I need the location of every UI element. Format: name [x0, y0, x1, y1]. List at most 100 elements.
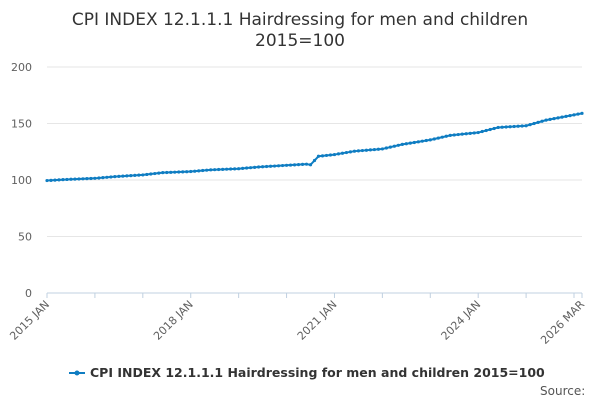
- data-point[interactable]: [540, 119, 544, 123]
- data-point[interactable]: [129, 174, 133, 178]
- data-point[interactable]: [420, 139, 424, 143]
- data-point[interactable]: [320, 154, 325, 158]
- data-point[interactable]: [153, 171, 157, 176]
- data-point[interactable]: [556, 116, 560, 120]
- data-point[interactable]: [149, 172, 153, 176]
- data-point[interactable]: [292, 163, 297, 167]
- data-point[interactable]: [253, 165, 257, 169]
- data-point[interactable]: [364, 148, 368, 152]
- data-point[interactable]: [181, 170, 185, 174]
- data-point[interactable]: [205, 168, 209, 172]
- data-point[interactable]: [396, 143, 400, 147]
- data-point[interactable]: [564, 114, 568, 118]
- data-point[interactable]: [53, 178, 57, 182]
- data-point[interactable]: [77, 177, 81, 181]
- data-point[interactable]: [65, 177, 69, 182]
- data-point[interactable]: [452, 133, 456, 137]
- data-point[interactable]: [440, 135, 444, 139]
- data-point[interactable]: [568, 113, 572, 118]
- data-point[interactable]: [245, 166, 249, 170]
- data-point[interactable]: [480, 129, 484, 134]
- data-point[interactable]: [532, 121, 536, 126]
- data-point[interactable]: [209, 168, 213, 172]
- data-point[interactable]: [157, 171, 161, 175]
- data-point[interactable]: [520, 124, 524, 128]
- data-point[interactable]: [368, 148, 372, 152]
- data-point[interactable]: [424, 138, 428, 143]
- data-point[interactable]: [225, 167, 229, 171]
- data-point[interactable]: [304, 162, 309, 166]
- data-point[interactable]: [69, 177, 73, 181]
- data-point[interactable]: [464, 132, 468, 136]
- data-point[interactable]: [125, 174, 129, 178]
- data-point[interactable]: [141, 173, 145, 177]
- data-point[interactable]: [189, 169, 193, 174]
- data-point[interactable]: [412, 140, 416, 145]
- data-point[interactable]: [201, 168, 205, 173]
- data-point[interactable]: [121, 174, 125, 178]
- data-point[interactable]: [560, 115, 564, 119]
- data-point[interactable]: [360, 148, 365, 153]
- data-point[interactable]: [233, 167, 237, 171]
- data-point[interactable]: [500, 125, 504, 129]
- data-point[interactable]: [476, 130, 480, 135]
- data-point[interactable]: [552, 117, 556, 121]
- data-point[interactable]: [356, 149, 361, 153]
- data-point[interactable]: [280, 163, 285, 168]
- data-point[interactable]: [93, 176, 97, 180]
- data-point[interactable]: [97, 176, 101, 180]
- data-point[interactable]: [169, 170, 173, 174]
- data-point[interactable]: [372, 147, 376, 152]
- data-point[interactable]: [109, 175, 113, 179]
- data-point[interactable]: [484, 128, 488, 133]
- data-point[interactable]: [268, 164, 273, 168]
- data-point[interactable]: [276, 164, 281, 168]
- data-point[interactable]: [504, 125, 508, 129]
- data-point[interactable]: [229, 167, 233, 171]
- data-point[interactable]: [576, 112, 580, 116]
- data-point[interactable]: [376, 147, 380, 151]
- data-point[interactable]: [524, 124, 528, 128]
- data-point[interactable]: [49, 178, 53, 182]
- data-point[interactable]: [57, 178, 61, 182]
- data-point[interactable]: [145, 172, 149, 177]
- data-point[interactable]: [213, 168, 217, 172]
- data-point[interactable]: [89, 176, 93, 181]
- data-point[interactable]: [428, 138, 432, 142]
- data-point[interactable]: [544, 118, 548, 122]
- data-point[interactable]: [472, 131, 476, 135]
- data-point[interactable]: [45, 178, 49, 183]
- data-point[interactable]: [85, 177, 89, 181]
- data-point[interactable]: [392, 144, 396, 148]
- data-point[interactable]: [344, 150, 349, 155]
- data-point[interactable]: [177, 170, 181, 174]
- data-point[interactable]: [348, 150, 353, 154]
- data-point[interactable]: [173, 170, 177, 174]
- data-point[interactable]: [508, 125, 512, 129]
- data-point[interactable]: [388, 145, 392, 149]
- data-point[interactable]: [316, 154, 321, 158]
- data-point[interactable]: [61, 178, 65, 182]
- data-point[interactable]: [113, 175, 117, 179]
- data-point[interactable]: [117, 174, 121, 178]
- data-point[interactable]: [512, 124, 516, 129]
- data-point[interactable]: [580, 111, 584, 115]
- data-point[interactable]: [221, 167, 225, 171]
- data-point[interactable]: [572, 113, 576, 117]
- data-point[interactable]: [105, 175, 109, 179]
- data-point[interactable]: [448, 133, 452, 137]
- data-point[interactable]: [496, 125, 500, 130]
- data-point[interactable]: [436, 136, 440, 140]
- data-point[interactable]: [380, 147, 384, 151]
- data-point[interactable]: [404, 142, 408, 146]
- data-point[interactable]: [516, 124, 520, 128]
- data-point[interactable]: [272, 164, 277, 168]
- data-point[interactable]: [460, 132, 464, 136]
- data-point[interactable]: [488, 127, 492, 132]
- data-point[interactable]: [288, 163, 293, 167]
- data-point[interactable]: [332, 152, 337, 157]
- data-point[interactable]: [193, 169, 197, 173]
- data-point[interactable]: [492, 126, 496, 131]
- data-point[interactable]: [308, 163, 313, 167]
- data-point[interactable]: [264, 164, 269, 169]
